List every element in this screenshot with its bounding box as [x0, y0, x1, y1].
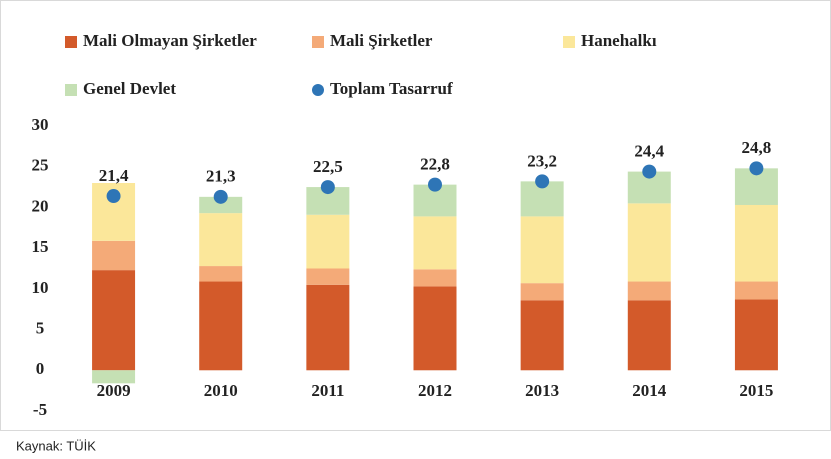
data-label: 22,8	[420, 155, 450, 174]
legend-label: Mali Şirketler	[330, 31, 433, 50]
y-tick-label: 15	[32, 237, 49, 256]
x-tick-label: 2010	[204, 381, 238, 400]
legend-label: Genel Devlet	[83, 79, 176, 98]
total-point	[428, 177, 442, 192]
data-label: 23,2	[527, 151, 557, 170]
total-point	[106, 189, 121, 204]
y-tick-label: 30	[32, 115, 49, 134]
legend-marker	[312, 84, 324, 96]
x-tick-label: 2012	[418, 381, 452, 400]
bar-segment	[413, 269, 457, 287]
y-tick-label: -5	[33, 400, 47, 419]
bar-segment	[92, 240, 136, 271]
bar-segment	[627, 203, 671, 282]
legend-swatch	[563, 36, 575, 48]
bar-segment	[199, 213, 243, 267]
data-label: 22,5	[313, 157, 343, 176]
bar-segment	[734, 299, 778, 371]
bar-segment	[520, 300, 564, 371]
y-tick-label: 10	[32, 278, 49, 297]
total-point	[535, 174, 550, 189]
bar-segment	[306, 268, 350, 285]
x-tick-label: 2009	[97, 381, 131, 400]
x-tick-label: 2013	[525, 381, 559, 400]
bar-segment	[413, 286, 457, 371]
bar-segment	[92, 370, 136, 384]
data-label: 21,3	[206, 167, 236, 186]
bar-segment	[199, 196, 243, 214]
bar-segment	[306, 284, 350, 371]
x-tick-label: 2011	[311, 381, 344, 400]
legend-label: Mali Olmayan Şirketler	[83, 31, 257, 50]
bar-segment	[734, 281, 778, 300]
bar-segment	[199, 281, 243, 371]
y-tick-label: 5	[36, 318, 45, 337]
legend-swatch	[312, 36, 324, 48]
legend-label: Toplam Tasarruf	[330, 79, 453, 98]
y-tick-label: 0	[36, 359, 45, 378]
bar-segment	[306, 214, 350, 269]
total-point	[749, 161, 764, 176]
bar-segment	[92, 270, 136, 371]
bar-segment	[520, 283, 564, 301]
total-point	[213, 189, 228, 204]
total-point	[320, 180, 335, 195]
legend-swatch	[65, 36, 77, 48]
source: Kaynak: TÜİK	[16, 438, 96, 453]
y-tick-label: 25	[32, 156, 49, 175]
data-label: 24,8	[742, 138, 772, 157]
data-label: 24,4	[634, 142, 664, 161]
bar-segment	[627, 300, 671, 371]
bar-segment	[520, 216, 564, 284]
legend-swatch	[65, 84, 77, 96]
bar-segment	[734, 204, 778, 282]
x-tick-label: 2014	[632, 381, 667, 400]
data-label: 21,4	[99, 166, 129, 185]
legend-label: Hanehalkı	[581, 31, 657, 50]
bar-segment	[627, 281, 671, 301]
y-tick-label: 20	[32, 196, 49, 215]
x-tick-label: 2015	[739, 381, 773, 400]
bar-segment	[413, 216, 457, 270]
bar-segment	[199, 266, 243, 282]
total-point	[642, 164, 657, 179]
